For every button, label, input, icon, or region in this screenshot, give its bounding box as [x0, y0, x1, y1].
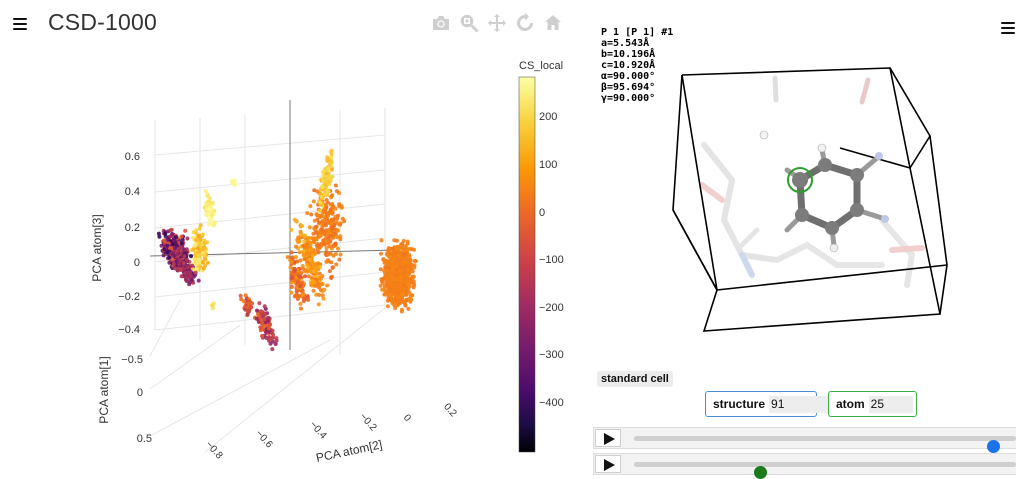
- right-menu-button[interactable]: [1001, 22, 1015, 35]
- orbit-rotation-icon[interactable]: [514, 12, 536, 34]
- cell-b: b=10.196Å: [601, 49, 656, 60]
- colorbar-tick-label: 0: [539, 207, 545, 219]
- cell-beta: β=95.694°: [601, 82, 656, 93]
- colorbar-tick-label: −300: [539, 349, 564, 361]
- unit-cell-box: [672, 67, 948, 332]
- plot-modebar: [430, 12, 564, 34]
- pan-icon[interactable]: [486, 12, 508, 34]
- y-tick-label: −0.5: [121, 354, 143, 366]
- structure-selector-label: structure: [713, 397, 766, 411]
- structure-play-button[interactable]: [595, 429, 621, 447]
- page-title: CSD-1000: [48, 9, 157, 35]
- structure-viewer[interactable]: [592, 20, 1016, 365]
- hamburger-menu-icon: [13, 18, 27, 21]
- spacegroup-label: P 1 [P 1] #1: [601, 27, 674, 38]
- z-axis: 0.6 0.4 0.2 0 −0.2 −0.4: [118, 151, 140, 336]
- z-tick-label: −0.4: [118, 324, 140, 336]
- atom-play-button[interactable]: [595, 455, 621, 473]
- zoom-icon[interactable]: [458, 12, 480, 34]
- y-axis: −0.5 0 0.5: [121, 354, 152, 445]
- atom-selector: atom: [828, 391, 917, 417]
- molecule: [759, 130, 889, 253]
- cell-c: c=10.920Å: [601, 60, 656, 71]
- atom-slider-track[interactable]: [634, 462, 1016, 479]
- colorbar-tick-label: 100: [539, 159, 557, 171]
- x-axis-title: PCA atom[2]: [315, 437, 384, 465]
- cell-gamma: γ=90.000°: [601, 93, 656, 104]
- y-axis-title: PCA atom[1]: [97, 356, 111, 423]
- colorbar-tick-label: −400: [539, 397, 564, 409]
- z-tick-label: 0: [134, 257, 140, 269]
- x-tick-label: −0.4: [307, 419, 329, 441]
- x-tick-label: −0.6: [253, 428, 275, 450]
- colorbar-tick-label: −100: [539, 254, 564, 266]
- y-tick-label: 0.5: [137, 433, 152, 445]
- colorbar-title: CS_local: [519, 60, 563, 72]
- data-points: [156, 148, 418, 352]
- atom-player: [593, 453, 1016, 479]
- background-molecules: [699, 75, 925, 288]
- atom-selector-label: atom: [836, 397, 865, 411]
- x-tick-label: −0.2: [357, 411, 379, 433]
- home-icon[interactable]: [542, 12, 564, 34]
- colorbar-tick-label: 200: [539, 111, 557, 123]
- cell-parameters: P 1 [P 1] #1 a=5.543Å b=10.196Å c=10.920Å α=…: [601, 27, 673, 104]
- structure-slider-knob[interactable]: [987, 440, 1001, 453]
- camera-icon[interactable]: [430, 12, 452, 34]
- structure-index-input[interactable]: [769, 395, 832, 413]
- z-tick-label: 0.4: [125, 186, 140, 198]
- z-tick-label: 0.6: [125, 151, 140, 163]
- x-tick-label: 0: [401, 413, 413, 425]
- z-tick-label: 0.2: [125, 222, 140, 234]
- z-tick-label: −0.2: [118, 291, 140, 303]
- cell-alpha: α=90.000°: [601, 71, 656, 82]
- cell-a: a=5.543Å: [601, 38, 650, 49]
- structure-selector: structure: [705, 391, 832, 417]
- colorbar-ticks: 200 100 0 −100 −200 −300 −400: [539, 111, 564, 409]
- colorbar-tick-label: −200: [539, 302, 564, 314]
- y-tick-label: 0: [137, 387, 143, 399]
- structure-player: [593, 427, 1016, 453]
- z-axis-title: PCA atom[3]: [90, 214, 104, 281]
- structure-slider-track[interactable]: [634, 436, 1016, 453]
- hamburger-menu-icon: [1001, 22, 1015, 25]
- standard-cell-button[interactable]: standard cell: [597, 371, 673, 387]
- colorbar: [518, 76, 536, 453]
- left-menu-button[interactable]: [13, 18, 27, 31]
- atom-index-input[interactable]: [868, 395, 913, 413]
- x-tick-label: 0.2: [441, 401, 459, 419]
- scatter-3d-plot[interactable]: 0.6 0.4 0.2 0 −0.2 −0.4 PCA atom[3] −0.5…: [0, 40, 590, 468]
